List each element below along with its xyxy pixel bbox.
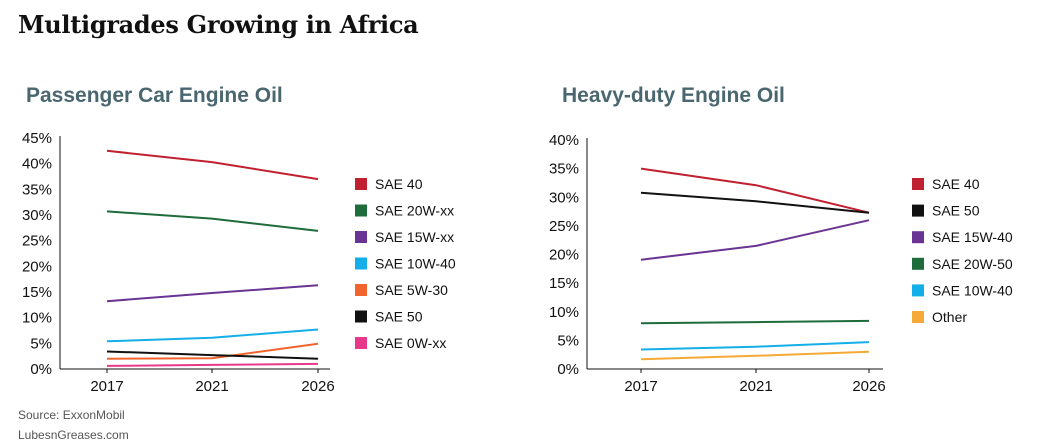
y-tick-label: 25% [22,233,52,250]
legend-item: SAE 15W-xx [355,229,454,245]
series-line-sae-15w-40 [640,219,870,261]
y-tick-label: 0% [30,361,52,378]
x-tick-label: 2026 [852,378,885,395]
series-line-sae-20w-50 [640,319,870,325]
legend-swatch [912,231,924,244]
legend-swatch [355,178,367,190]
legend-item: Other [912,309,967,325]
series-line-other [640,350,870,361]
x-tick-label: 2017 [90,378,123,395]
axes: 0% 5% 10% 15% 20% 25% 30% 35% 40% 2017 2021 2026 [549,132,886,395]
y-tick-label: 5% [30,335,52,352]
series-line-sae-10w-40 [640,341,870,351]
x-tick-label: 2017 [624,378,657,395]
x-tick-label: 2021 [195,378,228,395]
legend-label: SAE 10W-40 [375,256,456,272]
axes: 0% 5% 10% 15% 20% 25% 30% 35% 40% 45% 2017 2021 2026 [22,130,335,395]
series-line-sae-50 [106,350,319,360]
legend-item: SAE 20W-50 [912,256,1013,272]
series-line-sae-5w-30 [106,342,319,360]
legend-swatch [355,257,367,270]
legend-swatch [355,310,367,323]
legend-swatch [912,284,924,297]
page-title: Multigrades Growing in Africa [18,10,419,39]
series-line-sae-0w-xx [106,362,319,367]
legend-label: SAE 40 [932,176,980,192]
legend-swatch [355,231,367,243]
y-tick-label: 45% [22,130,52,147]
y-tick-label: 5% [557,332,579,349]
legend-label: SAE 50 [932,203,980,219]
legend-label: SAE 40 [375,176,423,192]
legend-label: SAE 10W-40 [932,282,1013,298]
y-tick-label: 10% [22,310,52,327]
series-line-sae-40 [106,149,319,181]
y-tick-label: 40% [22,156,52,173]
y-tick-label: 30% [22,207,52,224]
legend-item: SAE 0W-xx [355,335,446,351]
series-line-sae-40 [640,167,870,214]
series-line-sae-15w-xx [106,284,319,303]
legend-item: SAE 5W-30 [355,282,448,298]
y-tick-label: 25% [549,218,579,235]
legend-item: SAE 40 [355,176,423,192]
y-tick-label: 35% [22,181,52,198]
legend-item: SAE 50 [355,309,423,325]
series-line-sae-10w-40 [106,328,319,343]
legend-item: SAE 50 [912,203,980,219]
legend-item: SAE 20W-xx [355,203,454,219]
legend: SAE 40 SAE 20W-xx SAE 15W-xx SAE 10W-40 SAE … [355,176,456,351]
legend-label: SAE 20W-xx [375,203,454,219]
y-tick-label: 20% [22,258,52,275]
legend-item: SAE 40 [912,176,980,192]
legend-swatch [912,178,924,190]
y-tick-label: 35% [549,161,579,178]
y-tick-label: 15% [22,284,52,301]
legend-label: SAE 20W-50 [932,256,1013,272]
x-tick-label: 2026 [301,378,334,395]
legend-label: SAE 0W-xx [375,335,446,351]
y-tick-label: 15% [549,275,579,292]
legend-swatch [355,204,367,217]
y-tick-label: 0% [557,361,579,378]
site-credit: LubesnGreases.com [18,428,129,442]
legend-swatch [912,204,924,217]
legend-item: SAE 10W-40 [912,282,1013,298]
heavy-duty-chart-title: Heavy-duty Engine Oil [562,84,785,107]
legend-swatch [355,337,367,349]
source-note: Source: ExxonMobil [18,408,125,422]
y-tick-label: 20% [549,247,579,264]
legend-swatch [355,284,367,296]
y-tick-label: 40% [549,132,579,149]
legend-item: SAE 15W-40 [912,229,1013,245]
legend-swatch [912,311,924,323]
series-line-sae-50 [640,191,870,214]
legend-label: SAE 15W-40 [932,229,1013,245]
passenger-car-chart-title: Passenger Car Engine Oil [26,84,283,107]
y-tick-label: 30% [549,189,579,206]
x-tick-label: 2021 [739,378,772,395]
legend-item: SAE 10W-40 [355,256,456,272]
legend: SAE 40 SAE 50 SAE 15W-40 SAE 20W-50 SAE 10W-… [912,176,1013,325]
y-tick-label: 10% [549,304,579,321]
series-line-sae-20w-xx [106,210,319,232]
legend-swatch [912,257,924,270]
legend-label: SAE 15W-xx [375,229,454,245]
legend-label: SAE 5W-30 [375,282,448,298]
legend-label: SAE 50 [375,309,423,325]
legend-label: Other [932,309,967,325]
